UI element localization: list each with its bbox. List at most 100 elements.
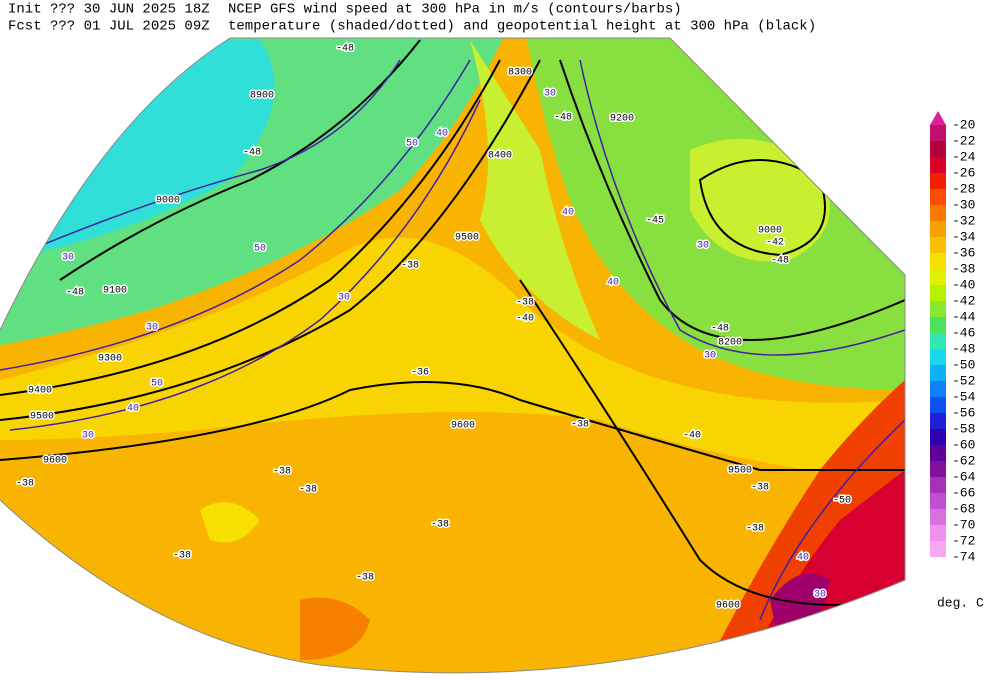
map-label: -38 (173, 551, 191, 562)
colorbar-label: -32 (952, 213, 975, 228)
colorbar-label: -60 (952, 437, 975, 452)
map-label: 50 (406, 139, 418, 150)
map-label: 8200 (718, 338, 742, 349)
map-label: 50 (151, 379, 163, 390)
map-label: 9400 (28, 386, 52, 397)
map-label: -38 (401, 261, 419, 272)
colorbar-label: -46 (952, 325, 975, 340)
map-label: 40 (436, 129, 448, 140)
colorbar-box (930, 125, 946, 141)
map-label: 30 (146, 323, 158, 334)
colorbar-box (930, 285, 946, 301)
colorbar-box (930, 157, 946, 173)
colorbar-label: -48 (952, 341, 975, 356)
colorbar-arrow (930, 111, 946, 125)
colorbar-label: -30 (952, 197, 975, 212)
map-label: 30 (704, 351, 716, 362)
colorbar-box (930, 525, 946, 541)
map-label: 40 (127, 404, 139, 415)
colorbar-label: -66 (952, 485, 975, 500)
map-label: 40 (562, 208, 574, 219)
colorbar-label: -28 (952, 181, 975, 196)
map-label: 9100 (103, 286, 127, 297)
map-label: -36 (411, 368, 429, 379)
header-line-1: NCEP GFS wind speed at 300 hPa in m/s (c… (228, 2, 682, 18)
colorbar-label: -50 (952, 357, 975, 372)
colorbar-label: -40 (952, 277, 975, 292)
map-label: -38 (299, 485, 317, 496)
map-label: 9000 (758, 226, 782, 237)
map-label: 8900 (250, 91, 274, 102)
colorbar-label: -34 (952, 229, 976, 244)
map-label: 30 (544, 89, 556, 100)
legend-unit: deg. C (937, 595, 984, 610)
colorbar-box (930, 301, 946, 317)
map-label: -38 (746, 524, 764, 535)
colorbar-label: -68 (952, 501, 975, 516)
colorbar-label: -54 (952, 389, 976, 404)
colorbar-box (930, 413, 946, 429)
map-label: -50 (833, 496, 851, 507)
map-label: -38 (16, 479, 34, 490)
colorbar-label: -74 (952, 549, 976, 564)
colorbar-box (930, 333, 946, 349)
map-label: -42 (766, 238, 784, 249)
colorbar-box (930, 365, 946, 381)
header-line-2: temperature (shaded/dotted) and geopoten… (228, 19, 816, 35)
colorbar-box (930, 477, 946, 493)
colorbar-box (930, 237, 946, 253)
colorbar-label: -62 (952, 453, 975, 468)
map-label: 9200 (610, 114, 634, 125)
map-label: -40 (683, 431, 701, 442)
map-label: -45 (646, 216, 664, 227)
colorbar-box (930, 461, 946, 477)
fcst-time: Fcst ??? 01 JUL 2025 09Z (8, 19, 210, 35)
colorbar-box (930, 269, 946, 285)
map-label: 8300 (508, 68, 532, 79)
map-label: 40 (607, 278, 619, 289)
colorbar-label: -72 (952, 533, 975, 548)
map-label: 9500 (455, 233, 479, 244)
colorbar-label: -52 (952, 373, 975, 388)
colorbar-label: -24 (952, 149, 976, 164)
colorbar-label: -20 (952, 117, 975, 132)
map-label: -48 (66, 288, 84, 299)
map-label: 30 (82, 431, 94, 442)
map-border (0, 37, 906, 674)
colorbar-box (930, 221, 946, 237)
colorbar-label: -36 (952, 245, 975, 260)
map-label: -48 (243, 148, 261, 159)
colorbar-label: -64 (952, 469, 976, 484)
colorbar-box (930, 173, 946, 189)
colorbar-box (930, 509, 946, 525)
map-label: 9600 (716, 601, 740, 612)
map-label: 40 (797, 553, 809, 564)
map-label: -38 (571, 420, 589, 431)
colorbar-box (930, 317, 946, 333)
map-label: 9600 (451, 421, 475, 432)
init-time: Init ??? 30 JUN 2025 18Z (8, 2, 210, 18)
colorbar-label: -42 (952, 293, 975, 308)
map-label: -48 (336, 44, 354, 55)
map-label: 8400 (488, 151, 512, 162)
colorbar-label: -56 (952, 405, 975, 420)
colorbar-box (930, 349, 946, 365)
map-label: -48 (554, 113, 572, 124)
map-label: -38 (431, 520, 449, 531)
wind-contours (0, 59, 905, 621)
map-label: 50 (254, 244, 266, 255)
map-label: 30 (62, 253, 74, 264)
colorbar-label: -26 (952, 165, 975, 180)
colorbar-box (930, 205, 946, 221)
map-label: 30 (697, 241, 709, 252)
colorbar-box (930, 493, 946, 509)
map-label: -38 (356, 573, 374, 584)
map-label: 9300 (98, 354, 122, 365)
map-label: -38 (516, 298, 534, 309)
map-label: 30 (338, 293, 350, 304)
colorbar-label: -38 (952, 261, 975, 276)
colorbar-box (930, 189, 946, 205)
